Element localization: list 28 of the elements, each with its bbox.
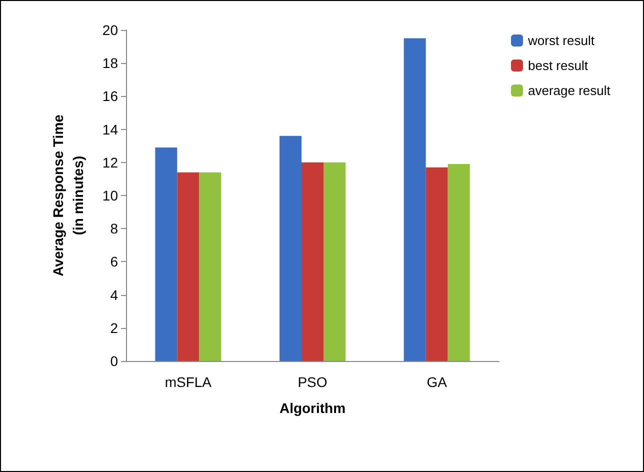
bar	[448, 164, 470, 361]
x-tick-label: mSFLA	[164, 374, 212, 390]
x-axis-title: Algorithm	[279, 400, 346, 416]
bar	[199, 172, 222, 361]
y-tick-label: 0	[110, 353, 118, 369]
bar	[280, 136, 302, 361]
y-tick-label: 14	[102, 121, 118, 138]
y-tick-label: 20	[102, 22, 118, 38]
y-tick-label: 6	[110, 254, 118, 270]
y-tick-label: 16	[102, 88, 118, 104]
y-axis-title: Average Response Time (in minutes)	[50, 114, 86, 276]
y-tick-label: 8	[110, 220, 118, 237]
bar	[177, 172, 200, 361]
bar	[324, 162, 346, 361]
legend-label: worst result	[527, 33, 595, 48]
y-tick-label: 10	[102, 188, 118, 204]
bar	[404, 38, 426, 361]
y-tick-label: 4	[110, 286, 118, 303]
x-tick-label: GA	[426, 374, 448, 390]
legend-label: best result	[528, 58, 588, 73]
y-tick-label: 18	[102, 55, 118, 72]
bar	[302, 162, 324, 361]
y-tick-label: 2	[110, 320, 118, 336]
y-tick-label: 12	[102, 154, 118, 170]
x-tick-label: PSO	[298, 374, 328, 390]
bar	[155, 148, 178, 361]
legend-label: average result	[528, 83, 611, 98]
bar	[426, 167, 448, 361]
